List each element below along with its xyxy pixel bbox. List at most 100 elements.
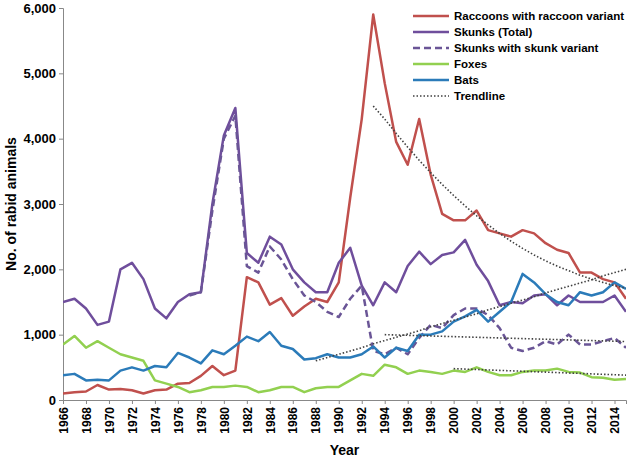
- x-tick: 1988: [309, 400, 323, 434]
- x-tick-label: 1972: [126, 407, 140, 434]
- series-line: [63, 274, 626, 380]
- x-tick-mark: [477, 400, 478, 404]
- x-tick: 2010: [562, 400, 576, 434]
- x-tick: 2008: [539, 400, 553, 434]
- legend-label: Bats: [454, 74, 479, 86]
- legend-label: Raccoons with raccoon variant: [454, 10, 624, 22]
- x-tick-label: 2008: [539, 407, 553, 434]
- x-tick-label: 2004: [493, 407, 507, 434]
- plot-area: [63, 15, 626, 394]
- x-tick: 2004: [493, 400, 507, 434]
- y-tick-mark: [59, 204, 63, 205]
- x-tick: 1984: [264, 400, 278, 434]
- x-tick-mark: [109, 400, 110, 404]
- x-tick: 2012: [585, 400, 599, 434]
- x-tick-label: 2006: [516, 407, 530, 434]
- y-tick-mark: [59, 8, 63, 9]
- x-tick: 2002: [470, 400, 484, 434]
- legend-swatch: [413, 79, 449, 82]
- legend-label: Skunks with skunk variant: [454, 42, 599, 54]
- x-tick: 1978: [195, 400, 209, 434]
- series-line: [373, 106, 626, 288]
- series-line: [189, 116, 626, 354]
- y-tick: 3,000: [23, 197, 63, 212]
- y-axis-title: No. of rabid animals: [3, 137, 19, 271]
- y-tick-label: 4,000: [23, 131, 56, 146]
- x-tick-mark: [385, 400, 386, 404]
- x-tick-label: 2002: [470, 407, 484, 434]
- y-tick-mark: [59, 335, 63, 336]
- legend-swatch: [413, 95, 449, 97]
- x-tick: 1966: [57, 400, 71, 434]
- x-axis-title: Year: [330, 442, 360, 458]
- x-tick-mark: [615, 400, 616, 404]
- x-tick: 1974: [149, 400, 163, 434]
- x-tick-label: 2010: [562, 407, 576, 434]
- x-tick: 1968: [80, 400, 94, 434]
- x-tick: 1970: [103, 400, 117, 434]
- legend-label: Skunks (Total): [454, 26, 533, 38]
- y-tick-label: 2,000: [23, 262, 56, 277]
- y-tick: 1,000: [23, 327, 63, 342]
- x-tick-mark: [431, 400, 432, 404]
- legend-swatch: [413, 63, 449, 66]
- x-tick-label: 1984: [264, 407, 278, 434]
- x-tick-label: 2014: [608, 407, 622, 434]
- x-tick-label: 1968: [80, 407, 94, 434]
- legend: Raccoons with raccoon variant Skunks (Tot…: [413, 10, 624, 102]
- x-tick-mark: [454, 400, 455, 404]
- chart: 0 1,000 2,000 3,000 4,000 5,000 6,000 1966 1968 1…: [0, 0, 635, 461]
- x-axis: 1966196819701972197419761978198019821984…: [57, 400, 627, 434]
- x-tick-label: 1976: [172, 407, 186, 434]
- x-tick: 2014: [608, 400, 622, 434]
- x-tick-mark: [224, 400, 225, 404]
- legend-swatch: [413, 31, 449, 34]
- y-tick: 6,000: [23, 1, 63, 16]
- x-tick-mark: [546, 400, 547, 404]
- x-tick-mark: [132, 400, 133, 404]
- x-tick-label: 1970: [103, 407, 117, 434]
- y-axis-line: [59, 9, 64, 401]
- x-tick-mark: [270, 400, 271, 404]
- y-tick-label: 6,000: [23, 1, 56, 16]
- y-tick: 0: [49, 393, 63, 408]
- x-tick-label: 1992: [355, 407, 369, 434]
- series-line: [385, 335, 626, 342]
- x-tick: 1994: [378, 400, 392, 434]
- x-tick-label: 1966: [57, 407, 71, 434]
- x-tick-label: 2012: [585, 407, 599, 434]
- x-tick-mark: [293, 400, 294, 404]
- y-tick-label: 3,000: [23, 197, 56, 212]
- x-tick-mark: [500, 400, 501, 404]
- x-tick: 1976: [172, 400, 186, 434]
- x-tick-label: 1978: [195, 407, 209, 434]
- x-tick-mark: [592, 400, 593, 404]
- legend-label: Foxes: [454, 58, 487, 70]
- x-tick-mark: [63, 400, 64, 404]
- x-tick: 1992: [355, 400, 369, 434]
- y-tick: 5,000: [23, 66, 63, 81]
- x-tick: 1972: [126, 400, 140, 434]
- x-tick-mark: [408, 400, 409, 404]
- x-tick-mark: [86, 400, 87, 404]
- x-tick-mark: [362, 400, 363, 404]
- x-tick-label: 1998: [424, 407, 438, 434]
- y-tick-mark: [59, 269, 63, 270]
- x-tick-mark: [155, 400, 156, 404]
- x-tick-label: 1990: [332, 407, 346, 434]
- x-tick: 1996: [401, 400, 415, 434]
- x-tick-label: 2000: [447, 407, 461, 434]
- x-tick-mark: [178, 400, 179, 404]
- x-tick-label: 1986: [286, 407, 300, 434]
- x-tick: 1990: [332, 400, 346, 434]
- x-tick: 1980: [218, 400, 232, 434]
- x-tick-mark: [339, 400, 340, 404]
- x-tick-mark: [247, 400, 248, 404]
- x-tick-label: 1988: [309, 407, 323, 434]
- series-line: [63, 108, 626, 325]
- y-tick-label: 1,000: [23, 327, 56, 342]
- legend-label: Trendline: [454, 90, 505, 102]
- x-tick-mark: [316, 400, 317, 404]
- x-tick: 1986: [286, 400, 300, 434]
- y-tick-label: 0: [49, 393, 56, 408]
